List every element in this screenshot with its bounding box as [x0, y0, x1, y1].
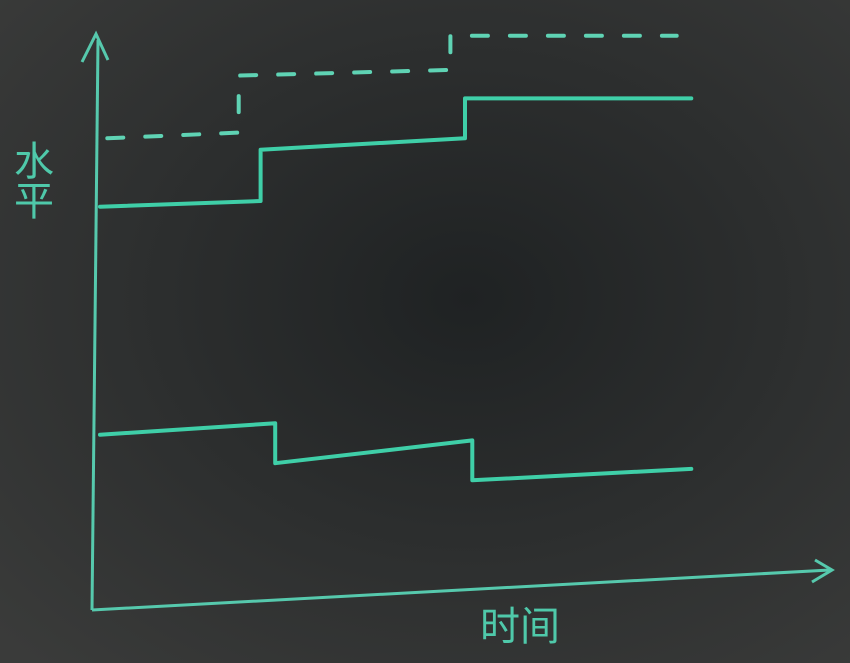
y-axis-arrow [80, 30, 110, 63]
x-axis [91, 568, 831, 612]
series-line [98, 96, 694, 209]
x-axis-arrow [811, 558, 835, 584]
series-line [98, 421, 694, 483]
y-axis [90, 39, 100, 611]
axes [80, 30, 835, 612]
series-line [105, 33, 679, 141]
x-axis-label: 时间 [480, 604, 560, 650]
y-axis-label: 水平 [7, 140, 53, 220]
